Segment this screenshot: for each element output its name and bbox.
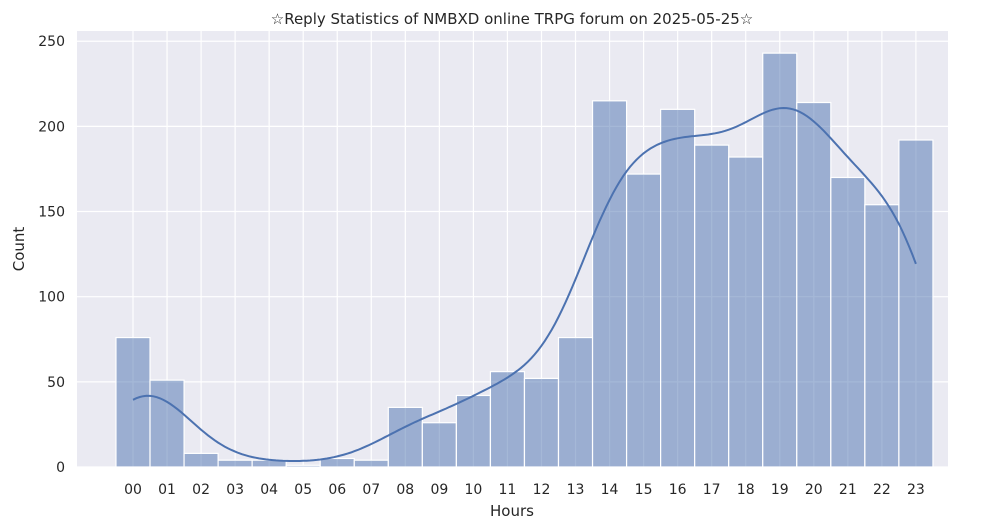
bar-09 [421,422,457,468]
x-tick-label: 05 [294,482,312,498]
bar-01 [149,379,185,468]
x-tick-label: 07 [362,482,380,498]
bar-19 [762,52,798,468]
bar-15 [625,173,662,468]
x-tick-label: 15 [635,482,653,498]
x-tick-label: 17 [703,482,721,498]
x-tick-label: 00 [124,482,142,498]
chart-title: ☆Reply Statistics of NMBXD online TRPG f… [271,10,754,28]
bar-12 [523,377,560,468]
x-tick-label: 18 [737,482,755,498]
bar-08 [387,406,423,468]
bars [115,52,934,468]
y-tick-label: 0 [56,460,65,476]
y-tick-label: 150 [38,205,65,221]
bar-18 [728,156,764,468]
bar-06 [319,457,355,468]
y-tick-labels: 0 50 100 150 200 250 [38,34,65,476]
bar-07 [353,459,389,468]
bar-21 [830,176,866,468]
x-tick-label: 19 [771,482,789,498]
bar-20 [796,101,832,468]
bar-03 [217,459,253,468]
bar-10 [455,394,492,468]
x-tick-label: 23 [907,482,925,498]
y-tick-label: 250 [38,34,65,50]
y-axis-label: Count [10,227,28,272]
x-tick-label: 20 [805,482,823,498]
bar-02 [183,452,219,468]
x-tick-label: 04 [260,482,278,498]
x-tick-label: 02 [192,482,210,498]
x-tick-label: 06 [328,482,346,498]
bar-13 [557,336,594,468]
bar-22 [864,204,900,468]
kde-curve [132,106,917,462]
bar-05 [285,464,321,468]
bar-14 [591,100,628,468]
x-tick-label: 21 [839,482,857,498]
x-tick-label: 13 [567,482,585,498]
x-axis-label: Hours [490,502,534,520]
bar-11 [489,371,526,468]
x-tick-label: 01 [158,482,176,498]
x-tick-label: 14 [601,482,619,498]
x-tick-label: 22 [873,482,891,498]
x-tick-label: 10 [464,482,482,498]
bar-16 [660,108,696,468]
x-tick-label: 09 [430,482,448,498]
y-tick-label: 100 [38,290,65,306]
bar-17 [694,144,730,468]
x-tick-labels: 00 01 02 03 04 05 06 07 08 09 10 11 12 13 14 15 16 17 18 19… [124,482,925,498]
bar-00 [115,336,151,468]
x-tick-label: 16 [669,482,687,498]
bar-23 [898,139,934,468]
x-tick-label: 11 [499,482,517,498]
x-tick-label: 12 [533,482,551,498]
x-tick-label: 03 [226,482,244,498]
x-tick-label: 08 [396,482,414,498]
y-tick-label: 50 [47,375,65,391]
y-tick-label: 200 [38,119,65,135]
